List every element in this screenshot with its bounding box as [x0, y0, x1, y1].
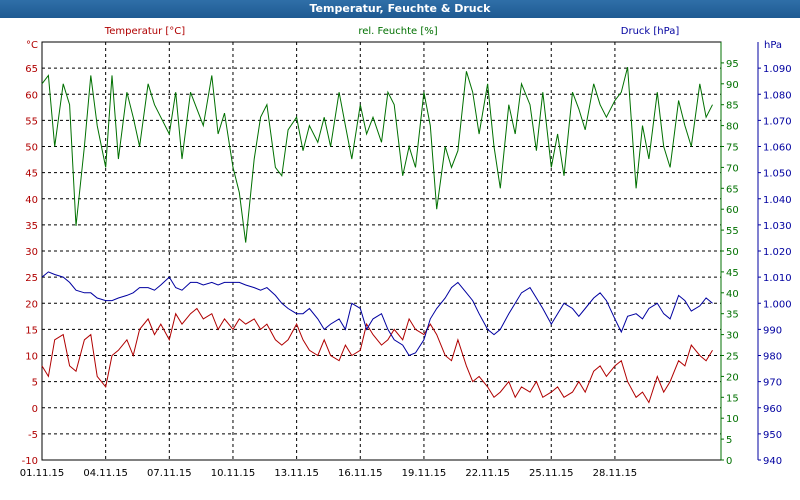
- pressure-tick-label: 950: [763, 430, 782, 441]
- temperature-tick-label: 25: [25, 273, 38, 284]
- humidity-tick-label: 25: [726, 352, 739, 363]
- temperature-tick-label: -10: [22, 456, 38, 467]
- pressure-unit-label: hPa: [764, 40, 782, 51]
- humidity-tick-label: 20: [726, 372, 739, 383]
- humidity-tick-label: 40: [726, 289, 739, 300]
- humidity-tick-label: 5: [726, 435, 732, 446]
- humidity-tick-label: 10: [726, 414, 739, 425]
- humidity-tick-label: 85: [726, 101, 739, 112]
- temperature-tick-label: 55: [25, 116, 38, 127]
- pressure-tick-label: 1.050: [763, 169, 792, 180]
- pressure-tick-label: 990: [763, 325, 782, 336]
- series-lines: [41, 66, 713, 404]
- humidity-tick-label: 80: [726, 122, 739, 133]
- temperature-tick-label: 30: [25, 247, 38, 258]
- pressure-tick-label: 960: [763, 404, 782, 415]
- humidity-axis-title: rel. Feuchte [%]: [358, 26, 437, 37]
- temperature-tick-label: 15: [25, 325, 38, 336]
- x-tick-label: 22.11.15: [465, 468, 510, 479]
- x-tick-label: 10.11.15: [211, 468, 256, 479]
- pressure-tick-label: 1.080: [763, 90, 792, 101]
- temperature-tick-label: 60: [25, 90, 38, 101]
- temperature-tick-label: 10: [25, 352, 38, 363]
- humidity-tick-label: 45: [726, 268, 739, 279]
- temperature-tick-label: 35: [25, 221, 38, 232]
- humidity-tick-label: 35: [726, 310, 739, 321]
- humidity-tick-label: 75: [726, 143, 739, 154]
- temperature-tick-label: 40: [25, 195, 38, 206]
- pressure-tick-label: 1.060: [763, 143, 792, 154]
- temperature-tick-label: -5: [28, 430, 38, 441]
- x-tick-label: 07.11.15: [147, 468, 192, 479]
- humidity-tick-label: 70: [726, 163, 739, 174]
- humidity-tick-label: 60: [726, 205, 739, 216]
- humidity-tick-label: 95: [726, 59, 739, 70]
- pressure-tick-label: 1.090: [763, 64, 792, 75]
- temperature-axis-title: Temperatur [°C]: [104, 26, 185, 37]
- temperature-tick-label: 20: [25, 299, 38, 310]
- pressure-tick-label: 1.030: [763, 221, 792, 232]
- temperature-tick-label: 45: [25, 169, 38, 180]
- pressure-tick-label: 1.070: [763, 116, 792, 127]
- humidity-tick-label: 0: [726, 456, 732, 467]
- pressure-tick-label: 1.000: [763, 299, 792, 310]
- x-tick-label: 28.11.15: [593, 468, 638, 479]
- x-tick-label: 01.11.15: [20, 468, 65, 479]
- x-tick-label: 25.11.15: [529, 468, 574, 479]
- humidity-tick-label: 65: [726, 184, 739, 195]
- pressure-series-line: [41, 271, 713, 357]
- humidity-tick-label: 50: [726, 247, 739, 258]
- window-title: Temperatur, Feuchte & Druck: [0, 0, 800, 18]
- x-tick-label: 13.11.15: [274, 468, 319, 479]
- pressure-tick-label: 1.040: [763, 195, 792, 206]
- pressure-axis-title: Druck [hPa]: [621, 26, 680, 37]
- pressure-tick-label: 1.020: [763, 247, 792, 258]
- x-tick-label: 19.11.15: [402, 468, 447, 479]
- humidity-tick-label: 55: [726, 226, 739, 237]
- pressure-tick-label: 1.010: [763, 273, 792, 284]
- humidity-tick-label: 15: [726, 393, 739, 404]
- x-tick-label: 04.11.15: [83, 468, 128, 479]
- temperature-series-line: [41, 307, 713, 404]
- temperature-tick-label: 50: [25, 143, 38, 154]
- x-tick-label: 16.11.15: [338, 468, 383, 479]
- temperature-tick-label: 0: [32, 404, 38, 415]
- temperature-tick-label: 5: [32, 378, 38, 389]
- pressure-tick-label: 980: [763, 352, 782, 363]
- humidity-tick-label: 90: [726, 80, 739, 91]
- humidity-tick-label: 30: [726, 331, 739, 342]
- temperature-tick-label: 65: [25, 64, 38, 75]
- pressure-tick-label: 940: [763, 456, 782, 467]
- humidity-series-line: [41, 66, 713, 243]
- temperature-unit-label: °C: [26, 40, 38, 51]
- pressure-tick-label: 970: [763, 378, 782, 389]
